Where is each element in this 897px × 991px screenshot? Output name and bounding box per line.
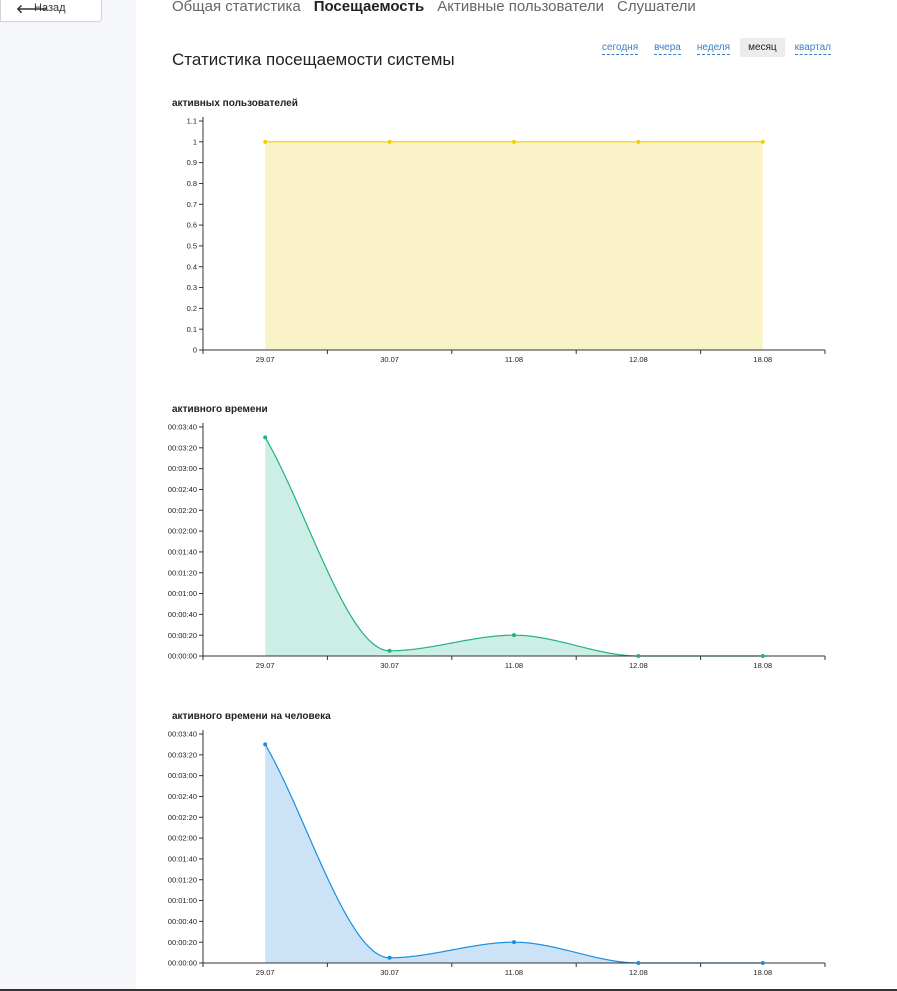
data-point — [512, 633, 516, 638]
chart-area — [265, 141, 763, 350]
chart-title-active-time-per-person: активного времени на человека — [172, 711, 331, 722]
period-month[interactable]: месяц — [740, 38, 785, 57]
y-tick-label: 00:03:00 — [168, 771, 197, 780]
active-time-per-person-chart: 00:00:00 00:00:20 00:00:40 00:01:00 00:01:20… — [168, 730, 826, 977]
back-button[interactable]: 🡐 Назад — [0, 0, 102, 22]
x-tick-label: 29.07 — [256, 355, 275, 364]
x-tick-label: 18.08 — [753, 355, 772, 364]
tab-general-stats[interactable]: Общая статистика — [172, 0, 301, 15]
page-title: Статистика посещаемости системы — [172, 50, 455, 69]
data-point — [760, 961, 765, 965]
y-tick-label: 00:00:00 — [168, 959, 197, 968]
active-users-chart: 0 0.1 0.2 0.3 0.4 0.5 0.6 0.7 0.8 0.9 1 1.1 29.07 30.… — [187, 117, 826, 364]
y-tick-label: 00:00:40 — [168, 917, 197, 926]
y-tick-label: 00:01:20 — [168, 568, 197, 577]
x-tick-label: 11.08 — [505, 968, 523, 977]
x-tick-label: 11.08 — [505, 661, 523, 670]
y-tick-label: 00:00:40 — [168, 610, 197, 619]
chart-title-active-users: активных пользователей — [172, 98, 298, 109]
y-tick-label: 00:02:40 — [168, 485, 197, 494]
y-tick-label: 00:03:20 — [168, 750, 197, 759]
data-point — [636, 139, 641, 144]
data-point — [760, 654, 765, 658]
x-tick-label: 30.07 — [380, 661, 399, 670]
stats-tabs: Общая статистика Посещаемость Активные п… — [172, 0, 709, 15]
period-today[interactable]: сегодня — [602, 41, 639, 55]
y-tick-label: 00:02:00 — [168, 834, 197, 843]
y-tick-label: 0.2 — [187, 304, 197, 313]
data-point — [636, 654, 641, 658]
y-tick-label: 0.7 — [187, 200, 197, 209]
y-tick-label: 0.1 — [187, 325, 197, 334]
chart-title-active-time: активного времени — [172, 404, 268, 415]
page-bottom-divider — [0, 989, 897, 991]
data-point — [512, 139, 516, 144]
data-point — [263, 742, 268, 747]
data-point — [636, 961, 641, 965]
y-tick-label: 1.1 — [187, 117, 197, 126]
period-quarter[interactable]: квартал — [794, 41, 831, 55]
y-tick-label: 00:00:00 — [168, 652, 197, 661]
chart-area — [265, 437, 763, 656]
data-point — [512, 940, 516, 945]
y-tick-label: 00:01:00 — [168, 589, 197, 598]
back-button-label: Назад — [34, 2, 66, 14]
period-selector: сегодня вчера неделя месяц квартал — [586, 38, 831, 57]
y-tick-label: 00:01:40 — [168, 548, 197, 557]
active-time-chart: 00:00:00 00:00:20 00:00:40 00:01:00 00:01:20… — [168, 423, 826, 670]
x-tick-label: 30.07 — [380, 968, 399, 977]
x-tick-label: 18.08 — [753, 968, 772, 977]
y-tick-label: 00:01:40 — [168, 855, 197, 864]
y-tick-label: 00:01:20 — [168, 875, 197, 884]
y-tick-label: 00:02:20 — [168, 506, 197, 515]
data-point — [263, 139, 268, 144]
x-tick-label: 29.07 — [256, 661, 275, 670]
y-tick-label: 00:01:00 — [168, 896, 197, 905]
y-tick-label: 0.9 — [187, 158, 197, 167]
x-tick-label: 12.08 — [629, 968, 648, 977]
y-tick-label: 0.5 — [187, 242, 197, 251]
period-week[interactable]: неделя — [696, 41, 731, 55]
tab-listeners[interactable]: Слушатели — [617, 0, 696, 15]
x-tick-label: 11.08 — [505, 355, 523, 364]
tab-active-users[interactable]: Активные пользователи — [437, 0, 604, 15]
chart-area — [265, 744, 763, 963]
sidebar: 🡐 Назад — [0, 0, 136, 991]
y-tick-label: 00:03:40 — [168, 423, 197, 432]
data-point — [263, 435, 268, 440]
x-tick-label: 29.07 — [256, 968, 275, 977]
y-tick-label: 00:02:20 — [168, 813, 197, 822]
y-tick-label: 00:02:00 — [168, 527, 197, 536]
y-tick-label: 0.6 — [187, 221, 197, 230]
x-tick-label: 12.08 — [629, 661, 648, 670]
y-tick-label: 0 — [193, 346, 197, 355]
y-tick-label: 00:03:00 — [168, 464, 197, 473]
y-tick-label: 00:03:20 — [168, 443, 197, 452]
x-tick-label: 18.08 — [753, 661, 772, 670]
x-tick-label: 30.07 — [380, 355, 399, 364]
y-tick-label: 1 — [193, 137, 197, 146]
y-tick-label: 00:03:40 — [168, 730, 197, 739]
y-tick-label: 0.4 — [187, 262, 197, 271]
data-point — [387, 139, 392, 144]
period-yesterday[interactable]: вчера — [654, 41, 681, 55]
arrow-left-icon: 🡐 — [16, 1, 49, 16]
y-tick-label: 00:00:20 — [168, 938, 197, 947]
y-tick-label: 0.3 — [187, 283, 197, 292]
x-tick-label: 12.08 — [629, 355, 648, 364]
tab-attendance[interactable]: Посещаемость — [313, 0, 425, 15]
data-point — [387, 955, 392, 960]
y-tick-label: 0.8 — [187, 179, 197, 188]
data-point — [387, 648, 392, 653]
y-tick-label: 00:00:20 — [168, 631, 197, 640]
data-point — [760, 139, 765, 144]
y-tick-label: 00:02:40 — [168, 792, 197, 801]
